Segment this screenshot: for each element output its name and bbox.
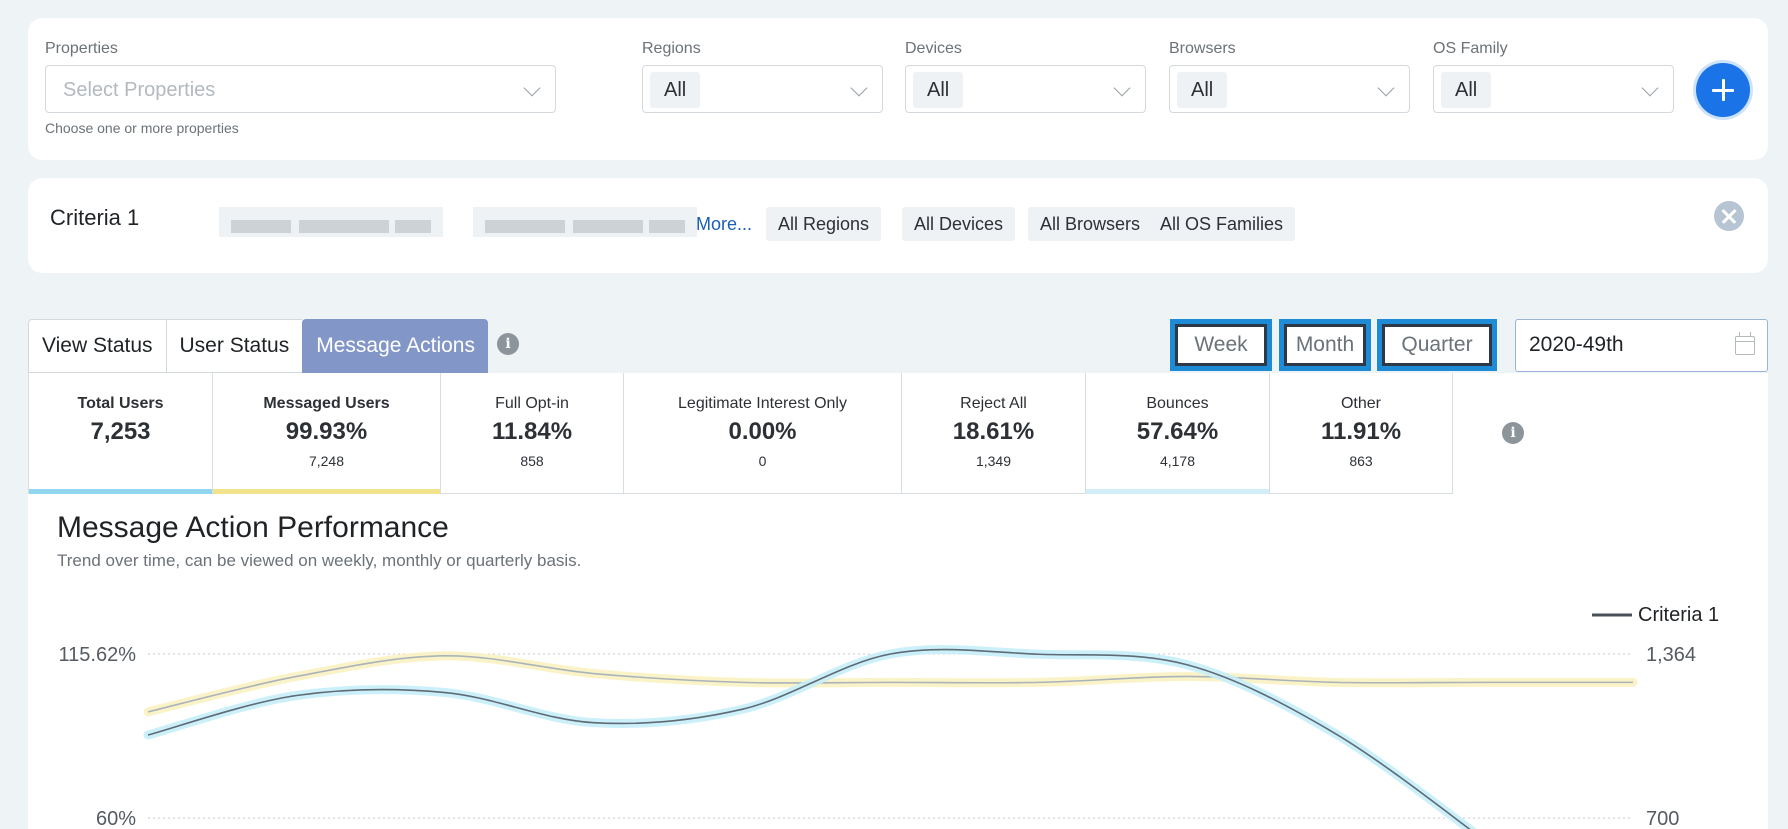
stat-value: 7,253 xyxy=(90,418,151,445)
stat-label: Full Opt-in xyxy=(495,395,569,412)
stat-value: 11.84% xyxy=(491,418,573,445)
more-link[interactable]: More... xyxy=(696,214,753,234)
redacted-property-tag xyxy=(473,207,697,237)
stat-label: Messaged Users xyxy=(263,395,390,412)
stat-value: 0.00% xyxy=(728,418,797,445)
os-family-value: All xyxy=(1441,72,1492,108)
quarter-button[interactable]: Quarter xyxy=(1377,319,1497,371)
stat-count: 7,248 xyxy=(308,453,345,469)
stat-label: Bounces xyxy=(1146,395,1209,412)
regions-label: Regions xyxy=(642,40,701,57)
calendar-icon[interactable] xyxy=(1735,332,1755,355)
performance-subtitle: Trend over time, can be viewed on weekly… xyxy=(57,551,582,570)
stat-label: Legitimate Interest Only xyxy=(678,395,847,412)
close-criteria-button[interactable] xyxy=(1714,201,1744,231)
stat-reject-all[interactable]: Reject All 18.61% 1,349 xyxy=(902,373,1086,494)
os-family-select[interactable]: All xyxy=(1433,65,1674,113)
info-icon[interactable]: i xyxy=(1502,422,1524,444)
stat-total-users[interactable]: Total Users 7,253 xyxy=(28,373,213,494)
chevron-down-icon xyxy=(1377,79,1395,97)
os-family-label: OS Family xyxy=(1433,40,1508,57)
tab-view-status[interactable]: View Status xyxy=(28,319,166,373)
redacted-property-tag xyxy=(219,207,443,237)
stat-label: Other xyxy=(1340,395,1381,412)
stat-count: 1,349 xyxy=(975,453,1012,469)
week-button[interactable]: Week xyxy=(1170,319,1272,371)
devices-select[interactable]: All xyxy=(905,65,1146,113)
criteria-panel: Criteria 1 More... All Regions All Devic… xyxy=(28,178,1768,273)
stat-bounces[interactable]: Bounces 57.64% 4,178 xyxy=(1086,373,1270,494)
stat-value: 11.91% xyxy=(1320,418,1402,445)
tag-os-families: All OS Families xyxy=(1148,207,1296,241)
tab-message-actions[interactable]: Message Actions xyxy=(302,319,488,373)
stat-count: 0 xyxy=(758,453,767,469)
stat-color-bar xyxy=(213,489,440,494)
properties-placeholder: Select Properties xyxy=(63,79,216,101)
stat-full-opt-in[interactable]: Full Opt-in 11.84% 858 xyxy=(441,373,624,494)
tag-devices: All Devices xyxy=(902,207,1016,241)
browsers-select[interactable]: All xyxy=(1169,65,1410,113)
regions-select[interactable]: All xyxy=(642,65,883,113)
performance-title: Message Action Performance xyxy=(57,511,449,544)
devices-label: Devices xyxy=(905,40,962,57)
regions-value: All xyxy=(650,72,701,108)
properties-label: Properties xyxy=(45,40,118,57)
stat-color-bar xyxy=(1086,489,1269,494)
chevron-down-icon xyxy=(523,79,541,97)
filters-panel: Properties Select Properties Choose one … xyxy=(28,18,1768,160)
metrics-panel: Total Users 7,253 Messaged Users 99.93% … xyxy=(28,373,1768,829)
tag-browsers: All Browsers xyxy=(1028,207,1153,241)
tag-regions: All Regions xyxy=(766,207,882,241)
tab-user-status[interactable]: User Status xyxy=(165,319,303,373)
stat-other[interactable]: Other 11.91% 863 xyxy=(1270,373,1453,494)
stat-value: 18.61% xyxy=(952,418,1035,445)
stat-label: Reject All xyxy=(960,395,1027,412)
browsers-value: All xyxy=(1177,72,1228,108)
properties-hint: Choose one or more properties xyxy=(45,120,239,136)
stat-value: 57.64% xyxy=(1136,418,1219,445)
date-picker-input[interactable]: 2020-49th xyxy=(1515,319,1768,372)
stat-count: 858 xyxy=(520,453,544,469)
tab-bar: View Status User Status Message Actions xyxy=(28,319,488,373)
date-value: 2020-49th xyxy=(1529,333,1624,356)
browsers-label: Browsers xyxy=(1169,40,1236,57)
chevron-down-icon xyxy=(850,79,868,97)
criteria-title: Criteria 1 xyxy=(50,205,140,230)
stat-count: 863 xyxy=(1349,453,1373,469)
chevron-down-icon xyxy=(1641,79,1659,97)
chevron-down-icon xyxy=(1113,79,1131,97)
stat-count: 4,178 xyxy=(1159,453,1196,469)
stat-value: 99.93% xyxy=(285,418,368,445)
stat-label: Total Users xyxy=(77,395,164,412)
add-criteria-button[interactable] xyxy=(1696,63,1750,117)
month-button[interactable]: Month xyxy=(1279,319,1371,371)
stat-legitimate-interest-only[interactable]: Legitimate Interest Only 0.00% 0 xyxy=(624,373,902,494)
stat-messaged-users[interactable]: Messaged Users 99.93% 7,248 xyxy=(213,373,441,494)
stat-color-bar xyxy=(29,489,212,494)
devices-value: All xyxy=(913,72,964,108)
properties-select[interactable]: Select Properties xyxy=(45,65,556,113)
info-icon[interactable]: i xyxy=(497,333,519,355)
